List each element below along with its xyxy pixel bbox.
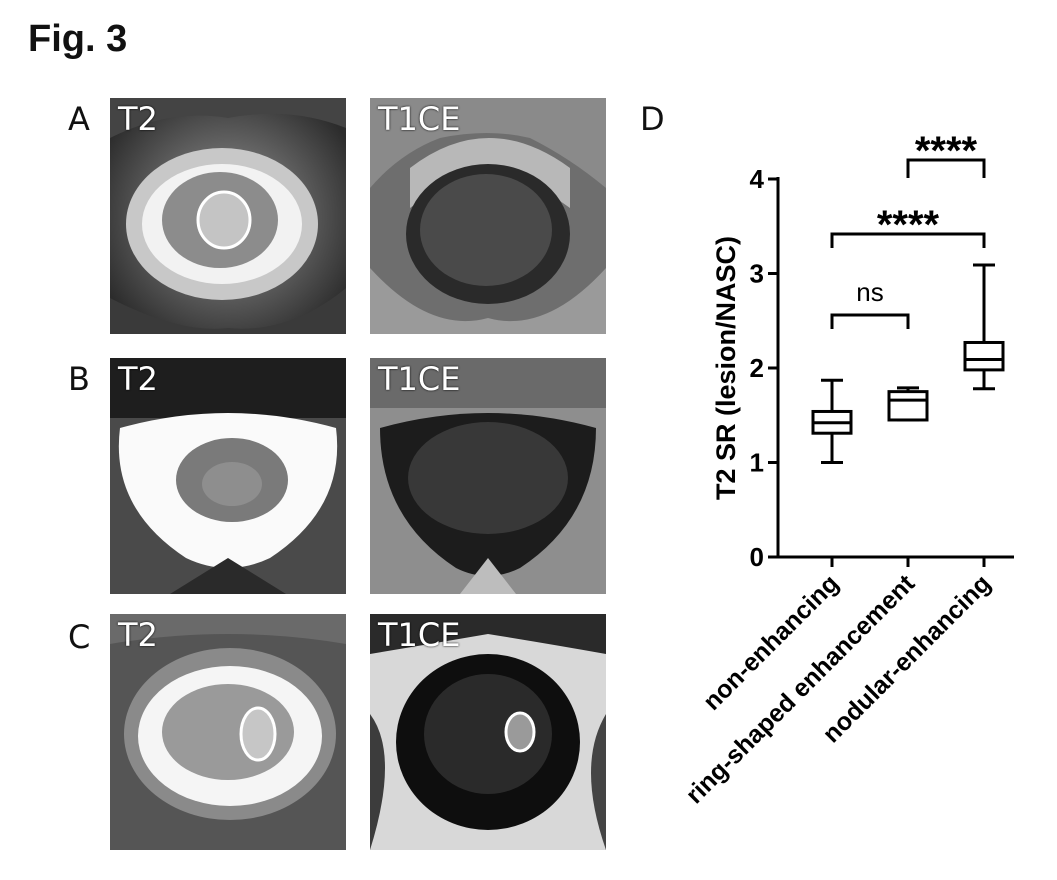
y-tick-label: 1 bbox=[750, 448, 764, 478]
mri-image-a-t1ce: T1CE bbox=[370, 98, 606, 334]
x-tick-label: non-enhancing bbox=[698, 569, 844, 715]
mri-c-t2-graphic bbox=[110, 614, 346, 850]
panel-letter-a: A bbox=[68, 100, 90, 138]
significance-bracket bbox=[830, 232, 986, 248]
mri-image-c-t1ce: T1CE bbox=[370, 614, 606, 850]
mri-image-b-t1ce: T1CE bbox=[370, 358, 606, 594]
mri-sequence-label: T2 bbox=[118, 616, 158, 654]
lesion-roi-circle bbox=[504, 711, 536, 753]
significance-bracket bbox=[906, 158, 986, 178]
panel-letter-c: C bbox=[68, 618, 91, 656]
mri-a-t1ce-graphic bbox=[370, 98, 606, 334]
mri-a-t2-graphic bbox=[110, 98, 346, 334]
lesion-roi-circle bbox=[239, 706, 277, 762]
significance-label: ns bbox=[856, 277, 883, 307]
y-tick-label: 3 bbox=[750, 259, 764, 289]
significance-label: **** bbox=[915, 129, 978, 173]
panel-letter-b: B bbox=[68, 360, 90, 398]
y-tick-label: 4 bbox=[750, 164, 765, 194]
mri-b-t2-graphic bbox=[110, 358, 346, 594]
mri-image-b-t2: T2 bbox=[110, 358, 346, 594]
box-iqr bbox=[963, 340, 1005, 372]
mri-sequence-label: T2 bbox=[118, 100, 158, 138]
mri-b-t1ce-graphic bbox=[370, 358, 606, 594]
mri-sequence-label: T2 bbox=[118, 360, 158, 398]
mri-sequence-label: T1CE bbox=[378, 100, 461, 138]
significance-bracket bbox=[830, 313, 910, 329]
significance-label: **** bbox=[877, 203, 940, 247]
lesion-roi-circle bbox=[196, 190, 252, 250]
y-tick-label: 2 bbox=[750, 353, 764, 383]
panel-letter-d: D bbox=[640, 100, 665, 138]
mri-image-a-t2: T2 bbox=[110, 98, 346, 334]
box-iqr bbox=[887, 390, 929, 422]
y-tick-label: 0 bbox=[750, 542, 764, 572]
mri-sequence-label: T1CE bbox=[378, 360, 461, 398]
mri-c-t1ce-graphic bbox=[370, 614, 606, 850]
mri-sequence-label: T1CE bbox=[378, 616, 461, 654]
mri-image-c-t2: T2 bbox=[110, 614, 346, 850]
figure-title: Fig. 3 bbox=[28, 18, 128, 60]
y-axis-label: T2 SR (lesion/NASC) bbox=[711, 236, 741, 500]
